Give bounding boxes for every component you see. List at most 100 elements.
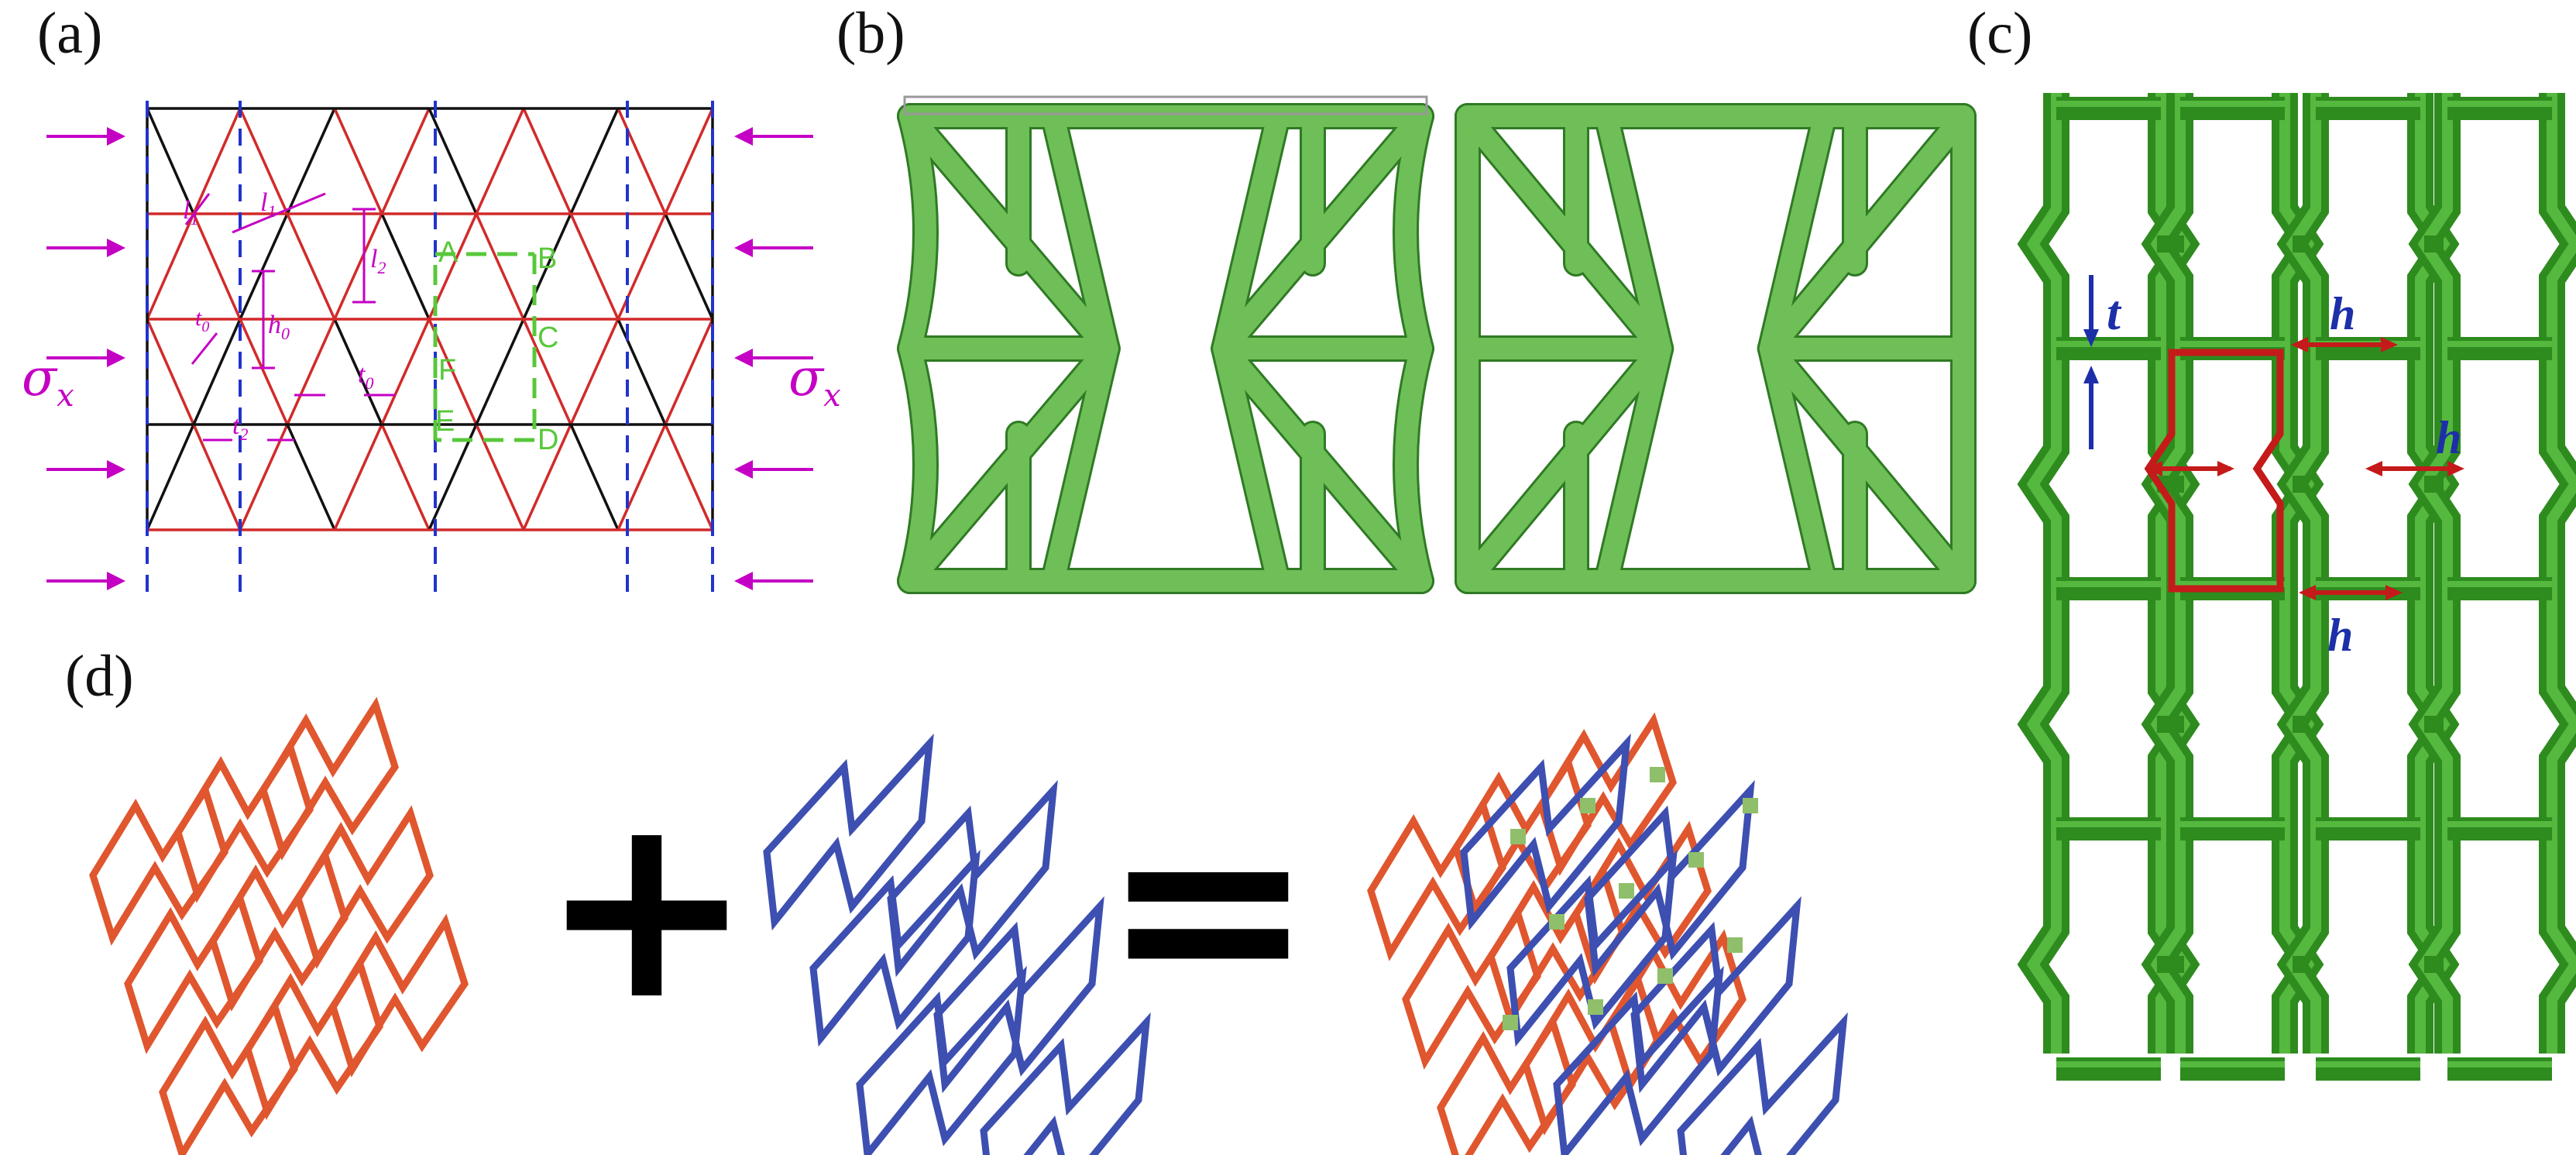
reentrant-cell <box>897 103 1434 594</box>
panel-label-a: (a) <box>37 1 103 66</box>
reentrant-unit-cells <box>897 95 1977 594</box>
point-label-B: B <box>538 242 557 275</box>
panel-a-lattice-diagram: σx σx l1 l1 l2 h0 t0 t0 t2 A B C D E F <box>22 101 841 596</box>
lattice-strut <box>192 213 242 320</box>
panel-label-b: (b) <box>836 1 905 66</box>
lattice-strut <box>428 424 478 531</box>
lattice-column-highlight <box>2150 93 2186 1054</box>
dim-label-h-right: h <box>2436 412 2461 463</box>
combined-blue-unit <box>1677 1012 1848 1155</box>
blue-zigzag-unit <box>980 1012 1151 1155</box>
lattice-column-highlight <box>2547 93 2576 1054</box>
lattice-strut <box>146 213 195 320</box>
blue-zigzag-unit <box>933 895 1104 1094</box>
stress-arrowhead-right <box>734 460 753 479</box>
junction-node <box>1688 852 1704 868</box>
lattice-strut <box>333 213 383 320</box>
lattice-strut <box>239 108 289 215</box>
red-bowtie-unit <box>159 999 298 1155</box>
lattice-strut <box>380 318 431 425</box>
reentrant-cell <box>1454 103 1977 594</box>
dim-label-l1-second: l1 <box>260 188 276 221</box>
dimension-arrows <box>2083 275 2464 600</box>
stress-arrowhead-left <box>107 239 125 257</box>
dim-label-t0-diag: t0 <box>195 305 209 335</box>
panel-label-c: (c) <box>1967 1 2033 66</box>
panel-b-deformed-cells <box>897 95 1977 594</box>
plus-sign: + <box>540 758 754 1056</box>
lattice-strut <box>522 213 572 320</box>
lattice-strut <box>239 318 289 425</box>
junction-node <box>1743 798 1758 813</box>
lattice-column-highlight <box>2026 93 2062 1054</box>
dim-label-h-bottom: h <box>2327 610 2353 661</box>
junction-node <box>1727 937 1743 953</box>
red-bowtie-unit <box>294 805 434 969</box>
junction-node <box>1657 968 1673 984</box>
unit-cell-outline <box>433 252 537 442</box>
combined-red-unit <box>1537 712 1677 876</box>
lattice-strut <box>333 108 383 215</box>
stress-label-left: σx <box>22 348 74 414</box>
lattice-strut <box>286 213 336 320</box>
lattice-strut <box>617 108 667 215</box>
stress-label-right: σx <box>788 348 841 414</box>
lattice-column-highlight <box>2286 93 2321 1054</box>
lattice-column-highlight <box>2417 93 2453 1054</box>
junction-node <box>1503 1015 1518 1030</box>
combined-blue-unit <box>1630 895 1801 1094</box>
strut <box>899 105 1118 592</box>
combined-red-unit <box>1437 1014 1576 1155</box>
junction-node <box>1650 767 1665 782</box>
point-label-F: F <box>438 354 456 387</box>
combined-blue-unit <box>1460 733 1631 931</box>
lattice-strut <box>380 108 431 215</box>
dim-label-t: t <box>2107 285 2122 340</box>
equals-sign: = <box>1101 758 1316 1056</box>
red-bowtie-unit <box>209 847 349 1012</box>
junction-node <box>1580 798 1595 813</box>
red-bowtie-unit <box>89 782 228 946</box>
combined-blue-unit <box>1584 779 1755 978</box>
blue-zigzag-lattice <box>763 733 1151 1155</box>
triangular-lattice-lines <box>146 107 714 531</box>
stress-arrowhead-right <box>734 349 753 367</box>
lattice-strut <box>146 318 195 425</box>
dim-label-h0: h0 <box>268 311 290 343</box>
lattice-strut <box>286 424 336 531</box>
combined-lattice <box>1367 712 1848 1155</box>
dimension-markers <box>184 192 395 442</box>
stress-arrowhead-right <box>734 127 753 146</box>
lattice-strut <box>522 108 572 215</box>
highlighted-unit-cell <box>2144 349 2284 593</box>
lattice-strut <box>192 318 242 425</box>
stress-arrowhead-left <box>107 460 125 479</box>
lattice-strut <box>239 424 289 531</box>
junction-node <box>1588 999 1603 1015</box>
dim-label-l2: l2 <box>370 245 386 277</box>
lattice-strut <box>146 108 195 215</box>
lattice-strut <box>428 108 478 215</box>
red-bowtie-unit <box>244 956 383 1120</box>
lattice-strut <box>569 424 620 531</box>
point-label-C: C <box>538 321 558 354</box>
lattice-strut <box>192 108 242 215</box>
point-label-A: A <box>438 236 459 269</box>
dim-label-t0: t0 <box>358 360 373 393</box>
lattice-strut <box>333 318 383 425</box>
lattice-strut <box>146 424 195 531</box>
blue-zigzag-unit <box>809 849 981 1047</box>
red-bowtie-unit <box>329 913 469 1078</box>
lattice-strut <box>617 424 667 531</box>
red-bowtie-unit <box>259 696 399 861</box>
strut <box>1213 105 1432 592</box>
blue-zigzag-unit <box>763 733 934 931</box>
undeformed-outline <box>903 95 1428 115</box>
strut <box>1759 105 1974 592</box>
dim-label-l1: l1 <box>183 196 198 229</box>
lattice-strut <box>192 424 242 531</box>
lattice-strut <box>569 318 620 425</box>
red-bowtie-unit <box>174 739 314 903</box>
